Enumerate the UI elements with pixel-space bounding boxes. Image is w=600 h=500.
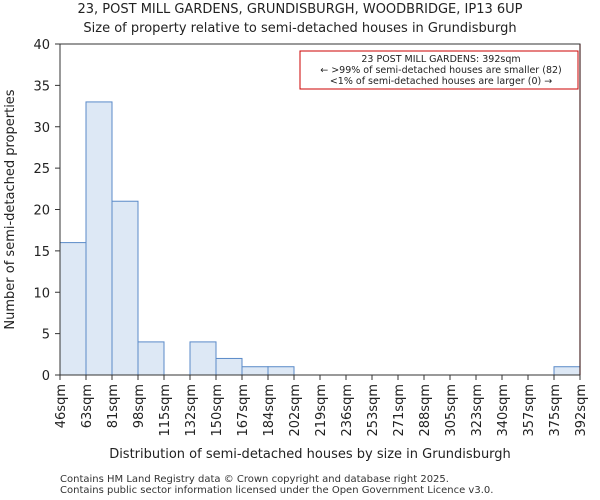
x-tick-label: 236sqm [340,384,355,437]
y-axis-label: Number of semi-detached properties [3,89,18,329]
y-tick-label: 30 [33,121,50,136]
bar-132sqm [189,341,217,376]
x-tick-label: 150sqm [210,384,225,437]
annotation-line-1: 23 POST MILL GARDENS: 392sqm [361,54,520,65]
x-tick-label: 357sqm [522,384,537,437]
y-tick-label: 10 [33,286,50,301]
bar-375sqm [553,366,581,376]
x-tick-label: 63sqm [80,384,95,428]
y-tick-label: 0 [42,369,50,384]
x-tick-label: 98sqm [132,384,147,428]
x-tick-label: 132sqm [184,384,199,437]
y-tick-label: 5 [42,328,50,343]
x-tick-label: 115sqm [158,384,173,437]
x-tick-label: 184sqm [262,384,277,437]
footer-copyright: Contains HM Land Registry data © Crown c… [60,474,449,485]
x-tick-label: 375sqm [548,384,563,437]
y-tick-label: 20 [33,204,50,219]
x-tick-label: 323sqm [470,384,485,437]
x-tick-label: 46sqm [54,384,69,428]
x-tick-label: 202sqm [288,384,303,437]
x-tick-label: 253sqm [366,384,381,437]
footer-licence: Contains public sector information licen… [60,485,494,496]
x-tick-label: 305sqm [444,384,459,437]
x-tick-label: 288sqm [418,384,433,437]
bar-81sqm [111,200,139,376]
bar-167sqm [241,366,269,376]
y-tick-label: 40 [33,38,50,53]
x-tick-label: 340sqm [496,384,511,437]
bar-63sqm [85,101,113,376]
x-tick-label: 219sqm [314,384,329,437]
y-tick-label: 15 [33,245,50,260]
x-tick-label: 392sqm [574,384,589,437]
x-tick-label: 167sqm [236,384,251,437]
axes-frame [59,43,581,376]
bar-150sqm [215,357,243,376]
chart-title: 23, POST MILL GARDENS, GRUNDISBURGH, WOO… [77,2,523,17]
y-tick-label: 25 [33,162,50,177]
annotation-line-2: ← >99% of semi-detached houses are small… [320,65,562,76]
annotation-box: 23 POST MILL GARDENS: 392sqm ← >99% of s… [299,50,579,90]
bar-184sqm [267,366,295,376]
bar-46sqm [59,242,87,376]
y-tick-label: 35 [33,79,50,94]
chart-subtitle: Size of property relative to semi-detach… [83,21,517,36]
bar-98sqm [137,341,165,376]
x-tick-label: 81sqm [106,384,121,428]
x-axis-label: Distribution of semi-detached houses by … [109,447,511,462]
annotation-line-3: <1% of semi-detached houses are larger (… [330,76,552,87]
x-tick-label: 271sqm [392,384,407,437]
